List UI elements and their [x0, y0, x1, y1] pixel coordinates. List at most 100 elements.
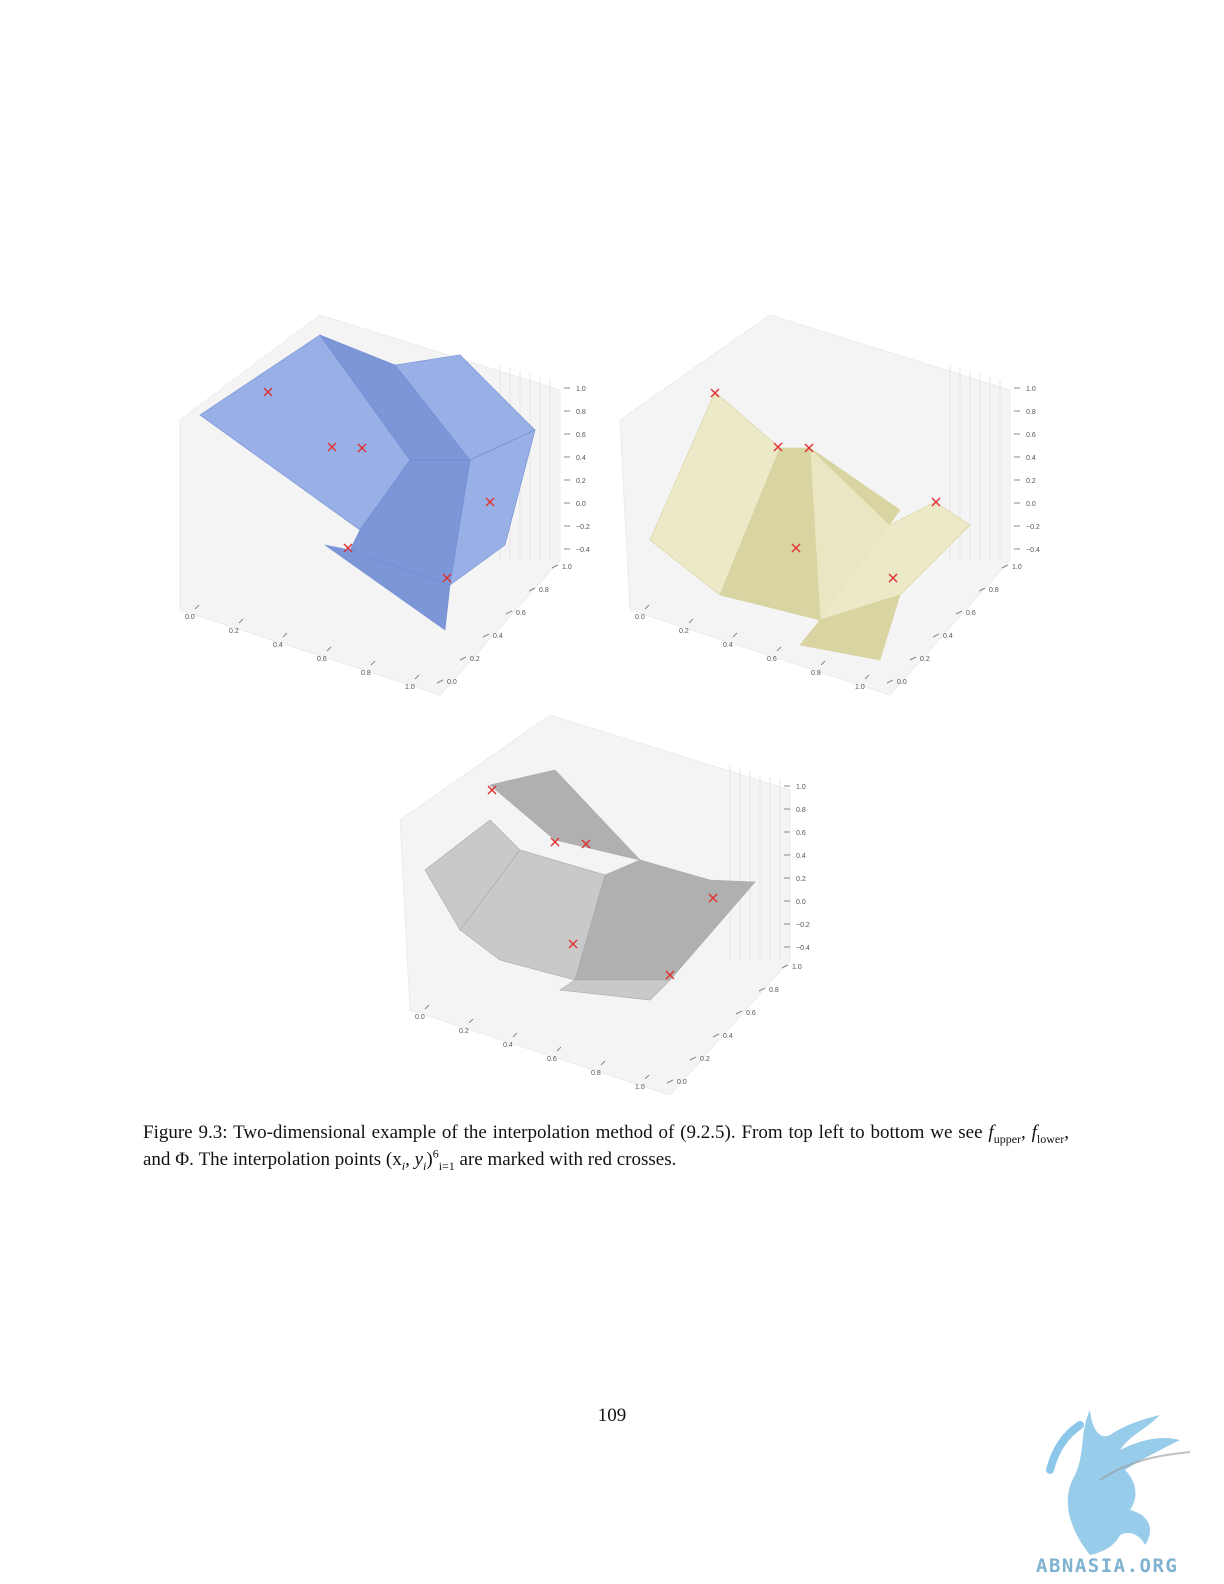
caption-text-3: are marked with red crosses.: [459, 1149, 677, 1170]
upper-y-tick-label: 0.0: [447, 679, 457, 686]
lower-interpolation-point: [710, 388, 720, 398]
upper-interpolation-point: [263, 387, 273, 397]
upper-y-tick-label: 0.8: [539, 587, 549, 594]
phi-y-tick-label: 0.2: [700, 1056, 710, 1063]
lower-x-tick-mark: [820, 660, 826, 666]
lower-z-tick-label: 0.8: [1026, 409, 1036, 416]
lower-interpolation-point: [804, 443, 814, 453]
upper-x-tick-mark: [326, 646, 332, 652]
lower-y-tick-label: 0.8: [989, 587, 999, 594]
upper-y-tick-mark: [551, 564, 559, 569]
caption-text-1: Two-dimensional example of the interpola…: [233, 1122, 983, 1143]
phi-z-tick-label: −0.4: [796, 945, 810, 952]
points-superscript: 6: [432, 1146, 439, 1161]
lower-z-tick-label: 0.2: [1026, 478, 1036, 485]
phi-y-tick-mark: [712, 1033, 720, 1038]
upper-x-tick-label: 0.0: [185, 614, 195, 621]
phi-x-tick-label: 0.2: [459, 1028, 469, 1035]
lower-x-tick-label: 0.8: [811, 670, 821, 677]
upper-surface-facet: [449, 429, 536, 586]
phi-interpolation-point: [487, 785, 497, 795]
upper-x-tick-mark: [238, 618, 244, 624]
phi-x-tick-mark: [600, 1060, 606, 1066]
upper-y-tick-label: 0.4: [493, 633, 503, 640]
surface-plot-f-upper: 1.0 0.8 0.6 0.4 0.2 0.0 −0.2 −0.4 0.0 0.2 0.4 0.6 0.…: [150, 300, 600, 720]
lower-y-tick-mark: [1001, 564, 1009, 569]
points-subscript: i=1: [438, 1158, 455, 1173]
upper-z-tick-label: 0.4: [576, 455, 586, 462]
upper-interpolation-point: [442, 573, 452, 583]
upper-interpolation-point: [343, 543, 353, 553]
lower-interpolation-point: [791, 543, 801, 553]
upper-y-tick-mark: [482, 633, 490, 638]
phi-z-tick-label: 0.6: [796, 830, 806, 837]
lower-x-tick-mark: [644, 604, 650, 610]
lower-interpolation-point: [931, 497, 941, 507]
lower-y-tick-label: 0.0: [897, 679, 907, 686]
phi-y-tick-mark: [735, 1010, 743, 1015]
lower-y-tick-label: 1.0: [1012, 564, 1022, 571]
upper-z-tick-label: −0.4: [576, 547, 590, 554]
points-notation: (xi, yi)6i=1: [385, 1146, 455, 1173]
phi-symbol: Φ: [175, 1149, 190, 1170]
lower-y-tick-mark: [886, 679, 894, 684]
upper-x-tick-mark: [194, 604, 200, 610]
phi-x-tick-label: 0.8: [591, 1070, 601, 1077]
phi-z-tick-label: 0.2: [796, 876, 806, 883]
upper-x-tick-label: 0.8: [361, 670, 371, 677]
phi-x-tick-mark: [424, 1004, 430, 1010]
phi-y-tick-label: 0.0: [677, 1079, 687, 1086]
upper-x-tick-label: 1.0: [405, 684, 415, 691]
phi-x-tick-label: 0.4: [503, 1042, 513, 1049]
lower-z-tick-label: −0.2: [1026, 524, 1040, 531]
upper-x-tick-label: 0.6: [317, 656, 327, 663]
phi-y-tick-mark: [781, 964, 789, 969]
upper-y-tick-label: 0.2: [470, 656, 480, 663]
f-upper-subscript: upper: [993, 1131, 1022, 1146]
upper-surface-facet: [324, 544, 451, 631]
phi-x-tick-label: 1.0: [635, 1084, 645, 1091]
lower-x-tick-mark: [732, 632, 738, 638]
phi-z-tick-label: −0.2: [796, 922, 810, 929]
phi-interpolation-point: [708, 893, 718, 903]
phi-x-tick-mark: [644, 1074, 650, 1080]
lower-x-tick-label: 0.6: [767, 656, 777, 663]
surface-plot-f-lower: 1.0 0.8 0.6 0.4 0.2 0.0 −0.2 −0.4 0.0 0.2 0.4 0.6 0.…: [600, 300, 1050, 720]
surface-plot-phi: 1.0 0.8 0.6 0.4 0.2 0.0 −0.2 −0.4 0.0 0.2 0.4 0.6 0.…: [380, 700, 830, 1120]
watermark-text: ABNASIA.ORG: [1036, 1555, 1179, 1577]
phi-x-tick-mark: [556, 1046, 562, 1052]
figure-caption: Figure 9.3: Two-dimensional example of t…: [143, 1122, 1069, 1173]
lower-y-tick-mark: [932, 633, 940, 638]
upper-y-tick-mark: [459, 656, 467, 661]
f-upper-symbol: f: [988, 1122, 994, 1143]
upper-interpolation-point: [485, 497, 495, 507]
upper-x-tick-mark: [414, 674, 420, 680]
lower-interpolation-point: [888, 573, 898, 583]
lower-y-tick-label: 0.4: [943, 633, 953, 640]
lower-z-tick-label: −0.4: [1026, 547, 1040, 554]
phi-z-tick-label: 0.0: [796, 899, 806, 906]
upper-y-tick-label: 0.6: [516, 610, 526, 617]
phi-x-tick-mark: [468, 1018, 474, 1024]
phi-x-tick-label: 0.6: [547, 1056, 557, 1063]
upper-z-tick-label: 0.6: [576, 432, 586, 439]
lower-y-tick-mark: [978, 587, 986, 592]
figure-number: Figure 9.3:: [143, 1122, 228, 1143]
upper-x-tick-label: 0.4: [273, 642, 283, 649]
phi-y-tick-label: 0.6: [746, 1010, 756, 1017]
phi-x-tick-label: 0.0: [415, 1014, 425, 1021]
page-number: 109: [597, 1405, 627, 1426]
upper-y-tick-mark: [505, 610, 513, 615]
phi-interpolation-point: [665, 970, 675, 980]
phi-interpolation-point: [581, 839, 591, 849]
phi-x-tick-mark: [512, 1032, 518, 1038]
lower-y-tick-mark: [909, 656, 917, 661]
lower-x-tick-mark: [776, 646, 782, 652]
upper-interpolation-point: [357, 443, 367, 453]
phi-y-tick-mark: [758, 987, 766, 992]
phi-interpolation-point: [568, 939, 578, 949]
lower-interpolation-point: [773, 442, 783, 452]
phi-y-tick-label: 0.8: [769, 987, 779, 994]
upper-x-tick-mark: [370, 660, 376, 666]
upper-y-tick-label: 1.0: [562, 564, 572, 571]
